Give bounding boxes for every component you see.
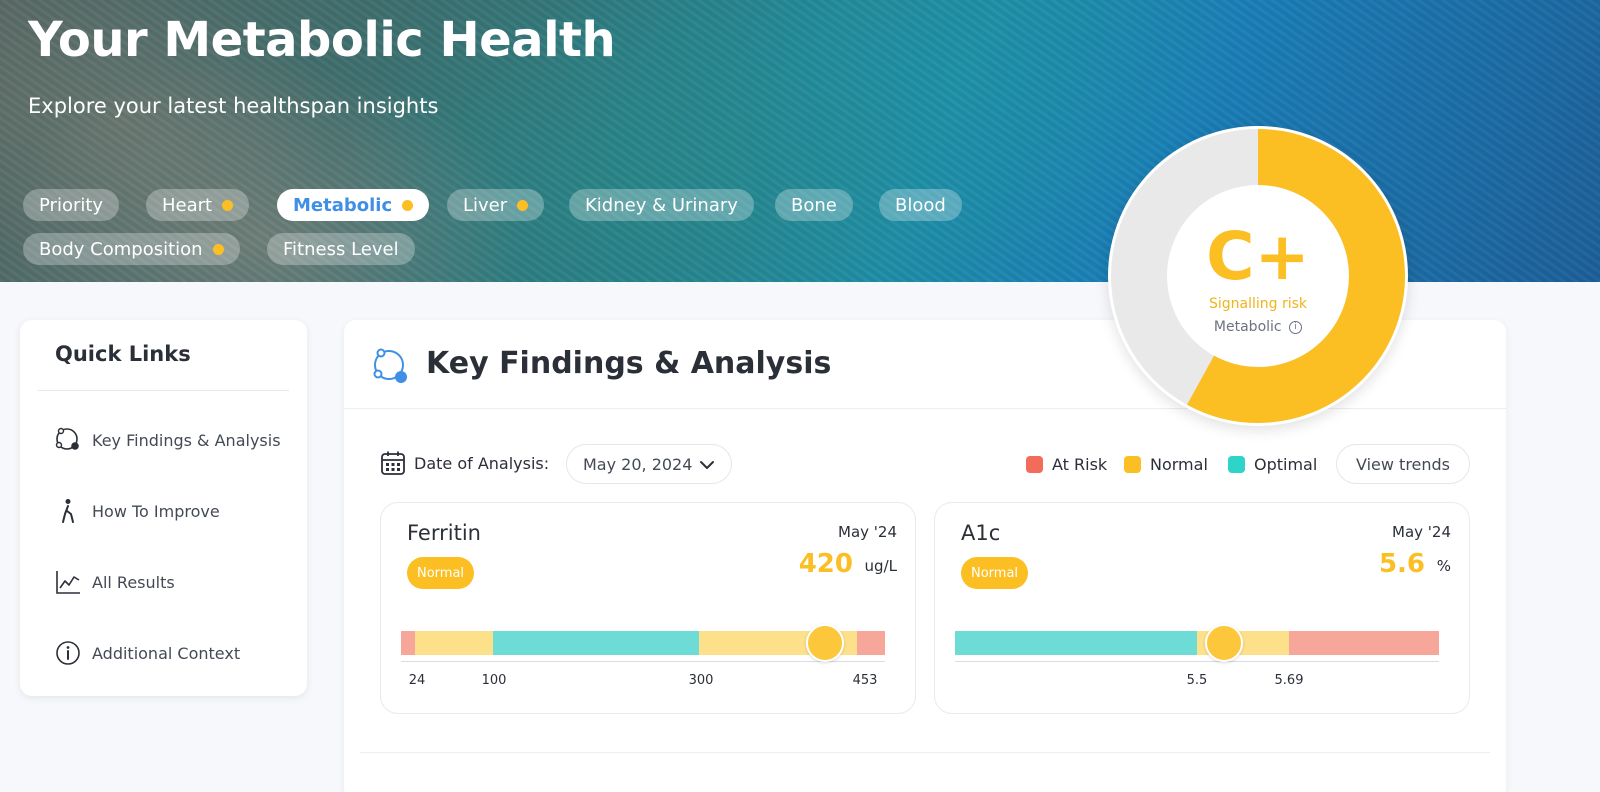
status-dot-icon: [517, 199, 529, 211]
date-select[interactable]: May 20, 2024: [566, 444, 732, 484]
range-segment-optimal: [955, 631, 1197, 655]
legend-swatch-normal: [1124, 456, 1141, 473]
key-findings-icon: [55, 427, 79, 450]
grade-status: Signalling risk: [1208, 296, 1308, 312]
key-findings-icon: [373, 348, 407, 383]
range-bar: [401, 631, 885, 655]
metric-name: Ferritin: [407, 521, 481, 545]
metric-unit: ug/L: [864, 557, 897, 575]
metric-unit: %: [1436, 557, 1451, 575]
divider: [360, 752, 1490, 753]
tab-priority[interactable]: Priority: [23, 189, 120, 221]
quick-link-key-findings[interactable]: Key Findings & Analysis: [54, 426, 281, 454]
metric-card-a1c[interactable]: A1c May '24 Normal 5.6 % 5.5 5.69: [934, 502, 1470, 714]
legend-at-risk: At Risk: [1026, 455, 1107, 474]
quick-links-panel: Quick Links Key Findings & Analysis How …: [20, 320, 307, 696]
range-segment-at-risk: [857, 631, 885, 655]
person-walk-icon: [62, 499, 74, 523]
status-dot-icon: [222, 199, 234, 211]
grade-donut: [1111, 129, 1405, 423]
metric-value: 5.6: [1378, 549, 1425, 579]
range-segment-at-risk: [401, 631, 415, 655]
info-icon: [56, 641, 80, 665]
grade-category: Metabolic i: [1108, 319, 1408, 335]
page-subtitle: Explore your latest healthspan insights: [28, 94, 439, 118]
page-title: Your Metabolic Health: [28, 12, 616, 68]
tab-heart[interactable]: Heart: [146, 189, 250, 221]
grade-ring: C+ Signalling risk Metabolic i: [1108, 126, 1408, 426]
grade-fill-arc: [1111, 129, 1405, 423]
metric-date: May '24: [838, 523, 897, 541]
range-segment-at-risk: [1289, 631, 1439, 655]
status-badge: Normal: [961, 557, 1029, 589]
line-chart-icon: [56, 571, 80, 594]
quick-link-additional-context[interactable]: Additional Context: [54, 639, 240, 667]
calendar-icon: [381, 451, 405, 475]
metric-card-ferritin[interactable]: Ferritin May '24 Normal 420 ug/L 24 100 …: [380, 502, 916, 714]
range-bar: [955, 631, 1439, 655]
value-marker: [1205, 624, 1243, 662]
legend-swatch-optimal: [1228, 456, 1245, 473]
range-axis: [955, 661, 1439, 662]
status-badge: Normal: [407, 557, 475, 589]
quick-links-title: Quick Links: [55, 342, 191, 366]
metric-date: May '24: [1392, 523, 1451, 541]
quick-link-all-results[interactable]: All Results: [54, 568, 175, 596]
hero-banner: Your Metabolic Health Explore your lates…: [0, 0, 1600, 282]
tick-label: 5.5: [1186, 673, 1208, 688]
range-segment-optimal: [493, 631, 699, 655]
tab-bone[interactable]: Bone: [775, 189, 853, 221]
date-of-analysis-label: Date of Analysis:: [414, 454, 550, 473]
divider: [344, 408, 1506, 409]
range-axis: [401, 661, 885, 662]
tick-label: 300: [688, 673, 714, 688]
grade-letter: C+: [1206, 218, 1310, 295]
tick-label: 100: [481, 673, 507, 688]
chevron-down-icon: [700, 461, 714, 469]
divider: [38, 390, 289, 391]
tick-label: 453: [852, 673, 878, 688]
quick-link-how-to-improve[interactable]: How To Improve: [54, 497, 220, 525]
tab-kidney-urinary[interactable]: Kidney & Urinary: [569, 189, 754, 221]
legend-normal: Normal: [1124, 455, 1208, 474]
value-marker: [806, 624, 844, 662]
tab-body-composition[interactable]: Body Composition: [23, 233, 240, 265]
tick-label: 5.69: [1274, 673, 1304, 688]
range-segment-normal: [415, 631, 493, 655]
tab-liver[interactable]: Liver: [447, 189, 545, 221]
view-trends-button[interactable]: View trends: [1336, 444, 1470, 484]
section-title: Key Findings & Analysis: [426, 346, 832, 381]
info-icon[interactable]: i: [1289, 320, 1303, 334]
metric-name: A1c: [961, 521, 1001, 545]
legend-optimal: Optimal: [1228, 455, 1317, 474]
status-dot-icon: [402, 199, 414, 211]
tab-fitness-level[interactable]: Fitness Level: [267, 233, 415, 265]
metric-value: 420: [798, 549, 853, 579]
tab-metabolic[interactable]: Metabolic: [277, 189, 430, 221]
legend-swatch-at-risk: [1026, 456, 1043, 473]
tick-label: 24: [408, 673, 426, 688]
status-dot-icon: [212, 243, 224, 255]
tab-blood[interactable]: Blood: [879, 189, 962, 221]
